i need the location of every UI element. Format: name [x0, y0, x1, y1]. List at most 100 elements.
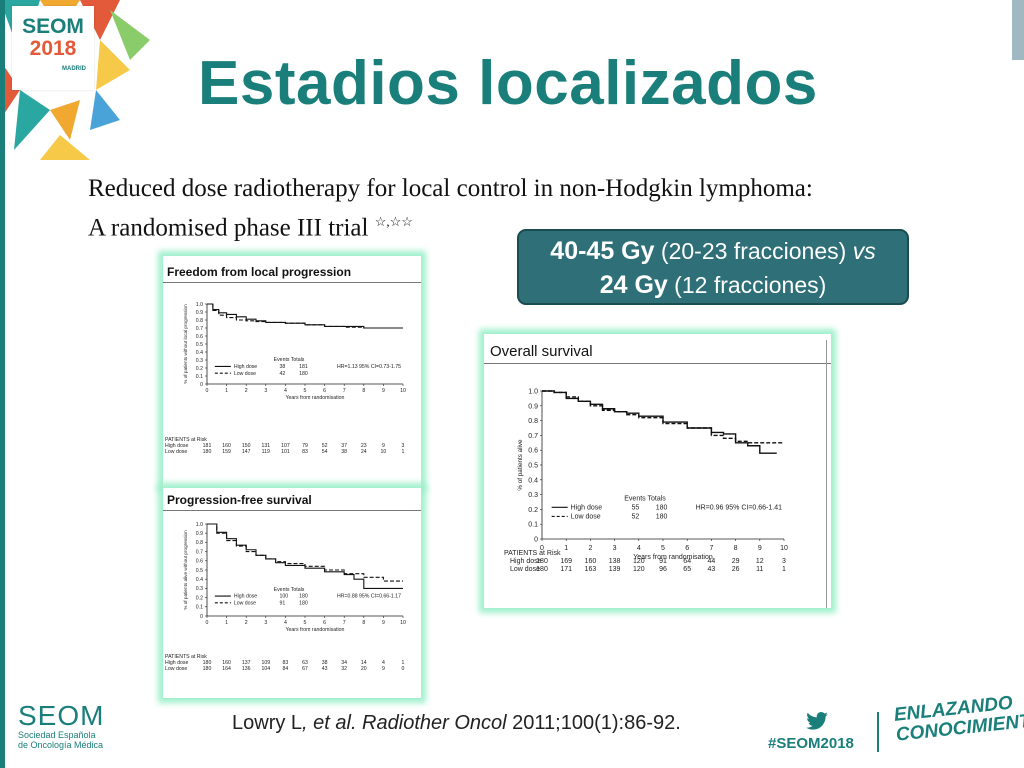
risk-cell: 138 — [609, 558, 621, 565]
legend-events: 100 — [280, 594, 289, 600]
y-tick-label: 0.4 — [196, 577, 203, 583]
tagline: ENLAZANDO CONOCIMIENTO — [893, 690, 1024, 746]
series-line-low-dose — [207, 523, 403, 582]
seom-footer-sub2: de Oncología Médica — [18, 740, 104, 750]
chart-panel-pfs: Progression-free survival 0 0.1 0.2 0.3 0.4 0… — [163, 488, 421, 698]
legend-totals: 180 — [656, 504, 668, 511]
legend-series-name: Low dose — [571, 514, 601, 521]
legend-series-name: Low dose — [234, 600, 256, 606]
legend-events: 55 — [632, 504, 640, 511]
y-tick-label: 1.0 — [528, 388, 538, 395]
y-tick-label: 1.0 — [196, 302, 203, 308]
citation: Lowry L, et al. Radiother Oncol 2011;100… — [232, 712, 681, 735]
risk-cell: 150 — [242, 443, 251, 449]
logo-city-text: MADRID — [62, 66, 86, 72]
y-tick-label: 0.5 — [196, 342, 203, 348]
risk-cell: 169 — [560, 558, 572, 565]
risk-cell: 1 — [402, 660, 405, 666]
paper-title-marks: ☆,☆☆ — [374, 214, 413, 229]
risk-cell: 107 — [281, 443, 290, 449]
legend-series-name: High dose — [234, 594, 257, 600]
corner-accent — [1012, 0, 1024, 60]
y-tick-label: 0.4 — [528, 477, 538, 484]
risk-cell: 96 — [659, 566, 667, 573]
risk-cell: 79 — [302, 443, 308, 449]
risk-cell: 147 — [242, 449, 251, 455]
risk-cell: 34 — [341, 660, 347, 666]
seom-footer-name: SEOM — [18, 700, 105, 731]
risk-cell: 137 — [242, 660, 251, 666]
chart-overall-survival: 00.10.20.30.40.50.60.70.80.91.00 1 2 3 4 5 6 7 8… — [504, 388, 788, 573]
risk-cell: 14 — [361, 660, 367, 666]
risk-cell: 84 — [283, 666, 289, 672]
risk-cell: 29 — [732, 558, 740, 565]
dose-high-label: 40-45 Gy — [550, 237, 655, 265]
x-tick-label: 2 — [245, 388, 248, 394]
risk-cell: 181 — [203, 443, 212, 449]
y-tick-label: 0.6 — [528, 448, 538, 455]
dose-low-label: 24 Gy — [599, 271, 668, 299]
legend-events: 91 — [280, 600, 286, 606]
y-axis-label: % of patients alive without progression — [183, 530, 188, 610]
risk-cell: 65 — [683, 566, 691, 573]
y-tick-label: 0.6 — [196, 559, 203, 565]
risk-cell: 20 — [361, 666, 367, 672]
twitter-bird-icon — [806, 712, 828, 730]
risk-cell: 1 — [782, 566, 786, 573]
paper-title-line2: A randomised phase III trial — [88, 214, 369, 242]
series-line-high-dose — [207, 523, 403, 589]
x-tick-label: 7 — [343, 388, 346, 394]
chart-panel-local-control: Freedom from local progression 0 0.1 0.2 0.… — [163, 256, 421, 488]
y-tick-label: 0.3 — [528, 492, 538, 499]
legend-totals: 180 — [299, 371, 308, 377]
x-tick-label: 6 — [685, 545, 689, 552]
y-tick-label: 0.1 — [196, 605, 203, 611]
x-tick-label: 9 — [382, 388, 385, 394]
citation-details: 2011;100(1):86-92. — [506, 712, 681, 734]
y-tick-label: 0.3 — [196, 586, 203, 592]
y-axis-label: % of patients alive — [517, 439, 524, 491]
risk-cell: 104 — [261, 666, 270, 672]
x-tick-label: 3 — [264, 388, 267, 394]
x-tick-label: 5 — [304, 388, 307, 394]
x-tick-label: 1 — [225, 620, 228, 626]
risk-cell: 180 — [203, 449, 212, 455]
x-tick-label: 10 — [780, 545, 788, 552]
y-tick-label: 0 — [534, 536, 538, 543]
y-tick-label: 0.1 — [528, 522, 538, 529]
y-tick-label: 0.7 — [528, 433, 538, 440]
risk-cell: 109 — [261, 660, 270, 666]
x-tick-label: 10 — [400, 388, 406, 394]
risk-cell: 164 — [222, 666, 231, 672]
legend-header: Events Totals — [274, 357, 305, 363]
legend-hazard-ratio: HR=0.88 95% CI=0.66-1.17 — [337, 594, 401, 600]
risk-row-label: Low dose — [510, 566, 540, 573]
risk-row-label: High dose — [165, 660, 188, 666]
x-tick-label: 7 — [709, 545, 713, 552]
x-axis-label: Years from randomisation — [286, 627, 345, 633]
x-axis-label: Years from randomisation — [286, 395, 345, 401]
risk-cell: 83 — [283, 660, 289, 666]
risk-cell: 64 — [683, 558, 691, 565]
risk-cell: 131 — [261, 443, 270, 449]
x-tick-label: 9 — [382, 620, 385, 626]
legend-hazard-ratio: HR=1.13 95% CI=0.73-1.75 — [337, 364, 401, 370]
risk-cell: 32 — [341, 666, 347, 672]
y-tick-label: 0.7 — [196, 326, 203, 332]
paper-title-line1: Reduced dose radiotherapy for local cont… — [88, 175, 813, 202]
x-tick-label: 8 — [734, 545, 738, 552]
risk-cell: 91 — [659, 558, 667, 565]
hashtag-label: #SEOM2018 — [768, 735, 854, 752]
chart2-title: Progression-free survival — [167, 493, 312, 507]
x-tick-label: 1 — [225, 388, 228, 394]
x-tick-label: 2 — [588, 545, 592, 552]
x-tick-label: 8 — [362, 388, 365, 394]
risk-cell: 9 — [382, 666, 385, 672]
risk-cell: 11 — [756, 566, 763, 573]
x-tick-label: 4 — [637, 545, 641, 552]
y-tick-label: 0.9 — [196, 531, 203, 537]
risk-row-label: Low dose — [165, 449, 187, 455]
risk-cell: 26 — [732, 566, 740, 573]
risk-cell: 44 — [708, 558, 716, 565]
left-edge-bar — [0, 0, 5, 768]
